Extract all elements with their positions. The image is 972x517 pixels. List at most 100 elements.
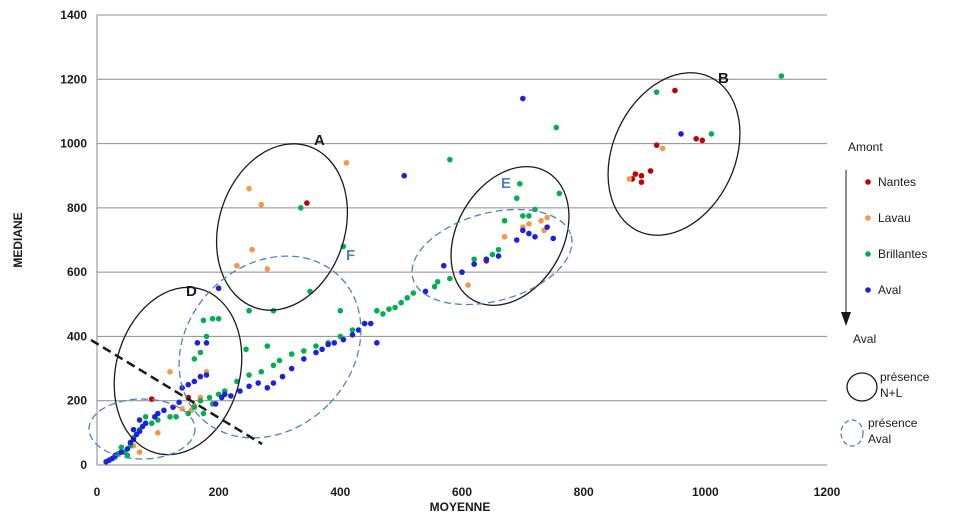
point-lavau [544,214,550,221]
point-lavau [258,201,265,208]
point-brillantes [124,452,131,459]
point-brillantes [243,346,249,353]
point-aval [228,393,234,399]
point-aval [495,253,502,259]
point-aval [136,417,143,423]
y-tick-labels: 0 200 400 600 800 1000 1200 1400 [60,8,87,472]
point-brillantes [246,307,252,314]
point-aval [544,224,550,230]
point-brillantes [708,131,715,137]
point-brillantes [203,333,210,340]
legend-marker-nantes [865,179,871,185]
legend-aval-label: Aval [853,332,876,346]
legend-dashed-ellipse [840,419,864,447]
legend-marker-aval [865,287,871,293]
legend-amont-label: Amont [848,140,883,154]
point-aval [288,365,295,372]
point-nantes [638,179,645,185]
point-brillantes [447,156,453,163]
y-tick-label: 200 [67,394,87,408]
point-brillantes [386,306,392,312]
point-aval [136,428,143,435]
point-aval [142,420,149,427]
zone-d-ellipse [113,286,243,456]
point-aval [301,356,307,362]
point-aval [340,336,347,343]
zone-e-label: E [501,175,511,192]
point-aval [678,131,684,137]
point-aval [124,446,131,452]
point-lavau [659,145,666,152]
zone-a-ellipse [215,143,349,311]
x-tick-label: 0 [94,485,101,499]
point-nantes [699,137,706,144]
x-axis-title: MOYENNE [430,500,491,514]
point-brillantes [556,190,563,197]
point-brillantes [276,357,283,364]
point-aval [185,381,192,388]
point-aval [194,340,201,346]
point-brillantes [297,205,304,211]
y-tick-label: 1400 [60,8,87,22]
point-nantes [672,87,678,94]
point-brillantes [301,348,307,354]
point-brillantes [167,413,173,420]
point-aval [401,172,408,179]
point-brillantes [495,246,502,253]
legend: Amont Aval Nantes Lavau Brillantes Aval pré… [840,140,930,447]
point-aval [279,373,286,380]
point-nantes [653,142,660,148]
point-brillantes [246,372,252,378]
point-brillantes [374,307,380,314]
point-brillantes [191,404,198,410]
point-nantes [148,396,155,402]
legend-arrow-head [841,312,851,326]
point-aval [459,269,465,275]
point-brillantes [337,307,344,314]
point-aval [203,372,210,378]
point-lavau [626,176,633,182]
point-aval [367,320,374,327]
legend-marker-lavau [865,215,871,221]
y-tick-label: 800 [67,201,87,215]
point-aval [212,401,219,407]
point-aval [246,383,252,390]
x-tick-label: 200 [209,485,229,499]
legend-series: Nantes Lavau Brillantes Aval [865,175,927,297]
zone-f-dashed-ellipse [178,255,362,439]
point-lavau [136,449,143,455]
point-brillantes [206,394,213,401]
y-tick-label: 1000 [60,137,87,151]
point-brillantes [653,89,660,95]
legend-label-brillantes: Brillantes [878,247,927,261]
point-brillantes [142,413,149,420]
point-brillantes [258,368,265,375]
legend-presence-aval-line2: Aval [868,432,891,446]
point-aval [349,332,356,338]
point-aval [215,285,222,292]
zone-d-label: D [186,283,197,300]
legend-label-lavau: Lavau [878,211,911,225]
point-brillantes [215,315,222,322]
point-brillantes [380,311,386,317]
point-aval [161,407,167,414]
point-nantes [638,172,645,179]
point-lavau [538,217,544,224]
zone-low-dashed-ellipse [88,398,196,460]
point-brillantes [520,213,526,219]
point-brillantes [431,283,438,290]
point-aval [130,426,137,433]
x-tick-label: 1200 [814,485,841,499]
point-brillantes [200,317,207,324]
x-tick-label: 400 [330,485,350,499]
point-aval [176,399,182,406]
point-brillantes [270,362,277,369]
zone-e-solid-ellipse [450,166,570,306]
point-aval [313,349,319,356]
zone-b-ellipse [607,72,741,236]
point-lavau [246,185,252,192]
point-brillantes [288,351,295,357]
point-aval [270,380,277,386]
x-tick-label: 1000 [692,485,719,499]
